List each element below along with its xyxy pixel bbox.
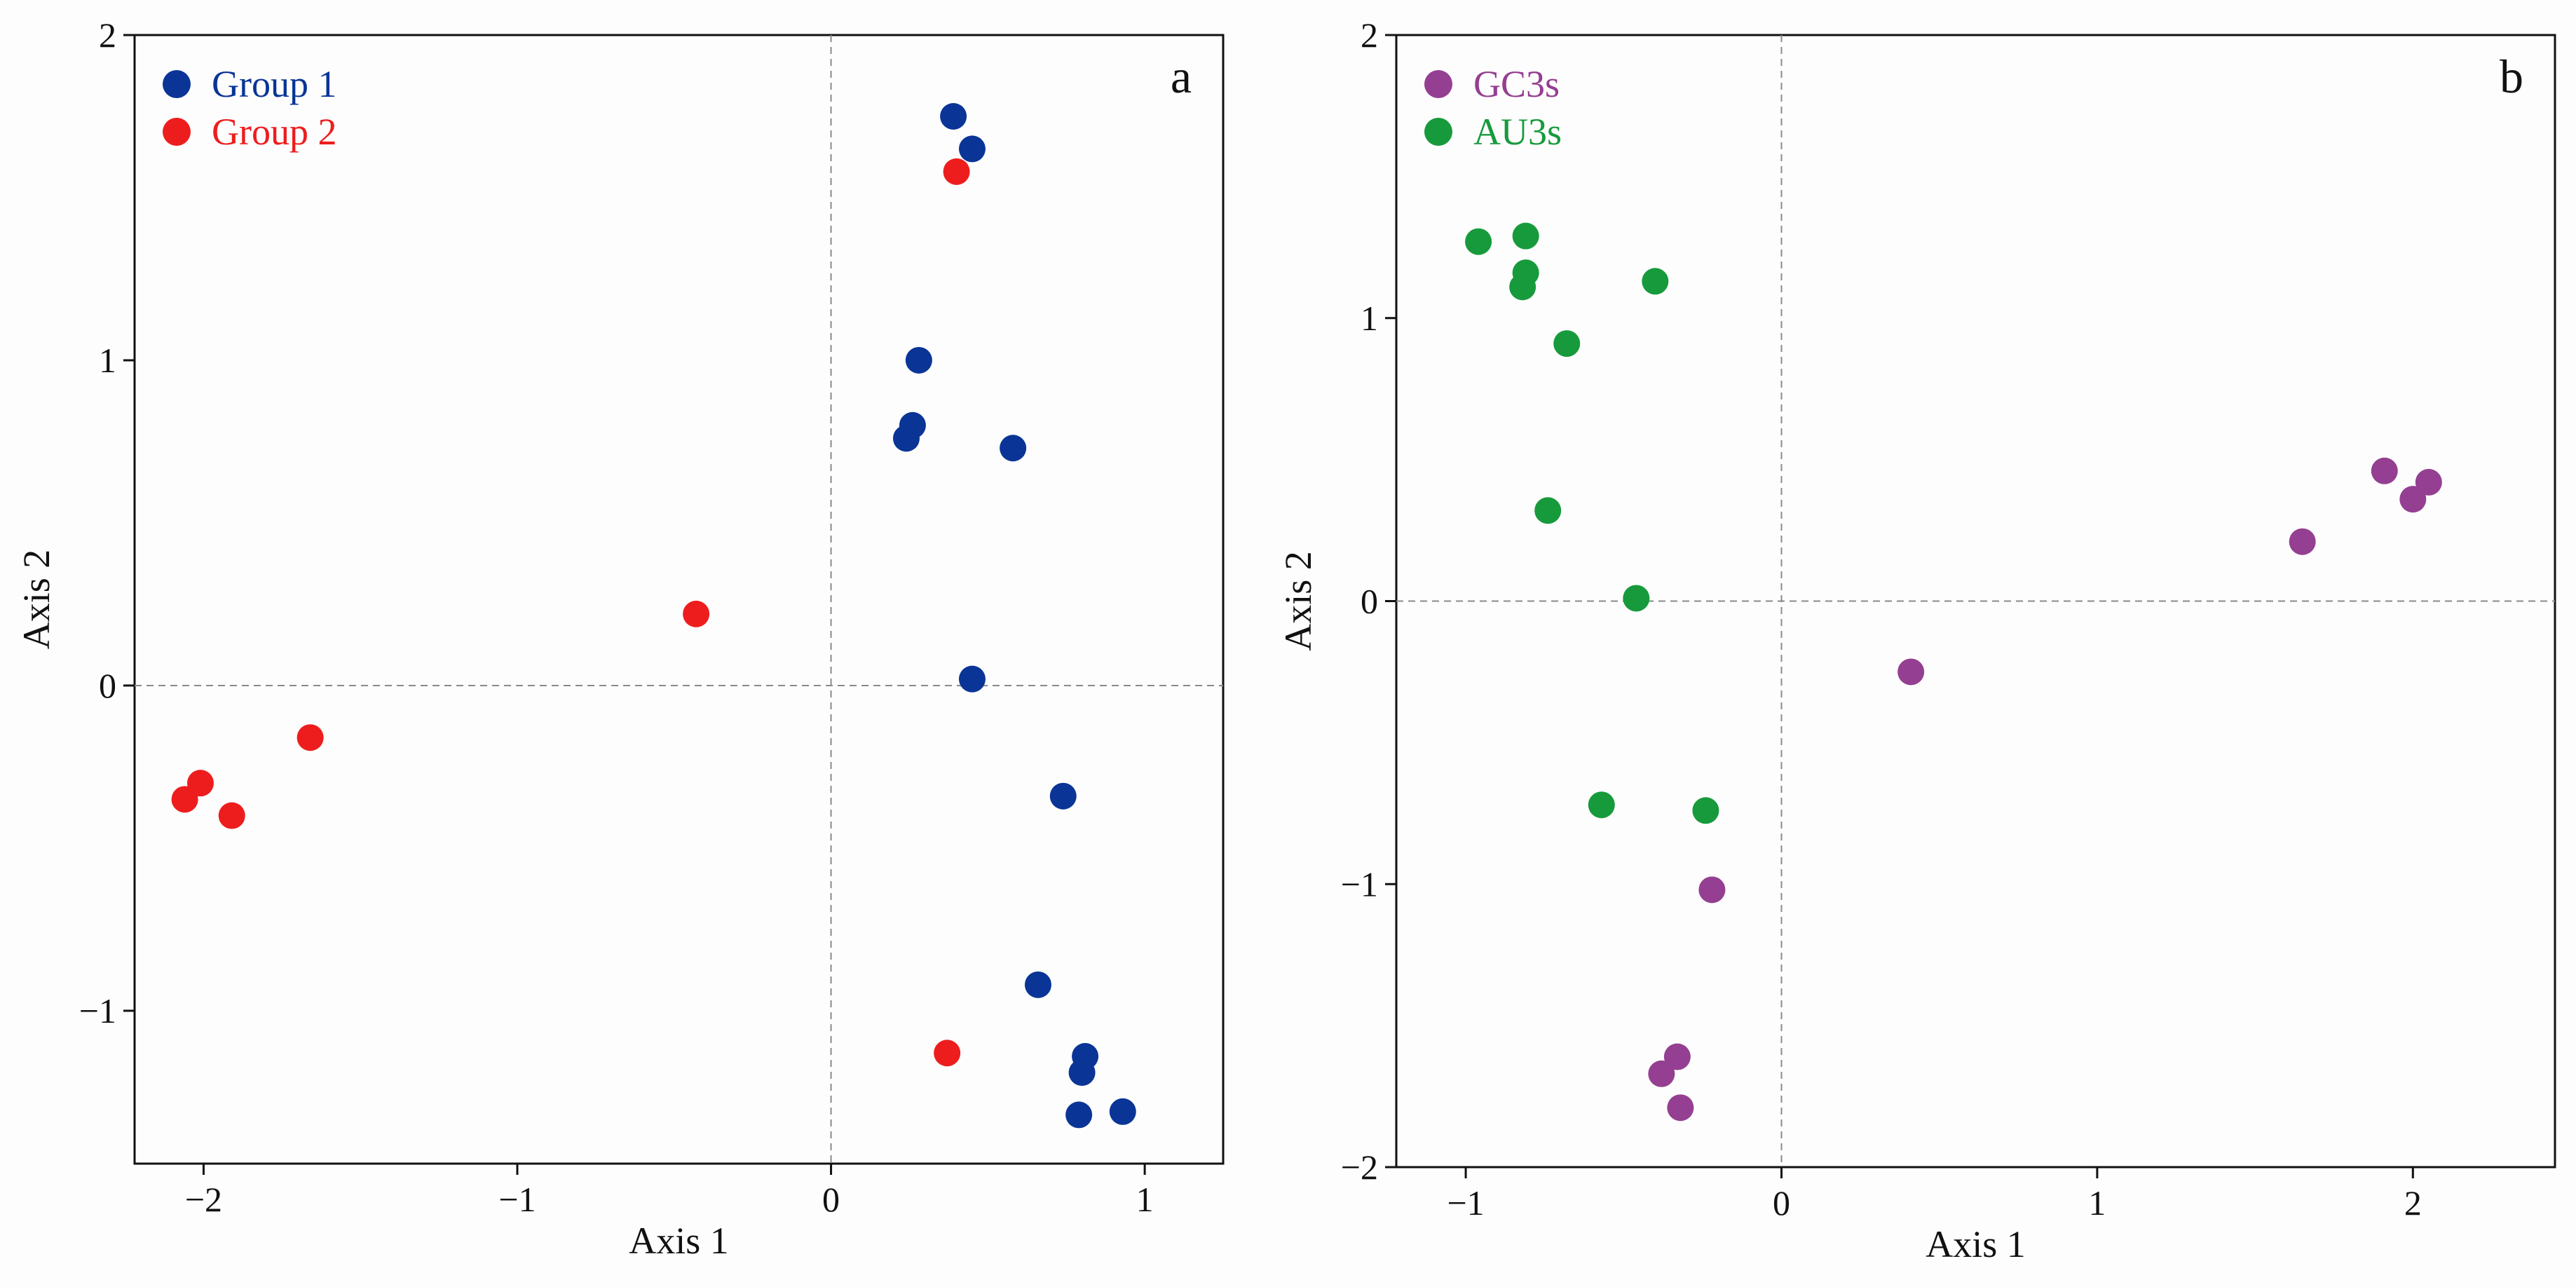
panel-b-x-axis-title: Axis 1 bbox=[1926, 1223, 2026, 1265]
panel-b-data-point bbox=[1692, 797, 1719, 824]
panel-a-y-tick-label: −1 bbox=[79, 991, 116, 1030]
panel-b-data-point bbox=[1509, 273, 1536, 301]
panel-b-data-point bbox=[1648, 1060, 1675, 1087]
panel-a-data-point bbox=[218, 802, 245, 829]
panel-b-data-point bbox=[2415, 468, 2442, 496]
panel-a-x-tick-label: −2 bbox=[185, 1180, 222, 1219]
panel-a-data-point bbox=[683, 600, 710, 627]
panel-a-data-point bbox=[940, 102, 967, 130]
panel-b-panel-letter: b bbox=[2500, 50, 2523, 103]
panel-b-legend-marker bbox=[1424, 118, 1452, 146]
panel-b-x-tick-label: 0 bbox=[1773, 1183, 1790, 1223]
panel-a-data-point bbox=[1109, 1098, 1136, 1125]
panel-b-data-point bbox=[2371, 457, 2398, 484]
panel-a-data-point bbox=[892, 425, 920, 452]
panel-b-y-tick-label: 0 bbox=[1361, 582, 1378, 621]
panel-a-legend-label: Group 2 bbox=[212, 111, 336, 153]
panel-a-x-tick-label: 1 bbox=[1136, 1180, 1154, 1219]
panel-b-y-tick-label: −1 bbox=[1341, 864, 1378, 904]
panel-a-legend-marker bbox=[163, 118, 191, 146]
panel-b-x-tick-label: 2 bbox=[2404, 1183, 2422, 1223]
panel-b-legend-label: AU3s bbox=[1473, 111, 1562, 153]
panel-b-data-point bbox=[1512, 222, 1539, 250]
panel-b-y-tick-label: 2 bbox=[1361, 15, 1378, 55]
panel-b-legend-label: GC3s bbox=[1473, 63, 1560, 105]
panel-a-data-point bbox=[1000, 435, 1027, 462]
panel-b-x-tick-label: 1 bbox=[2088, 1183, 2106, 1223]
panel-b-data-point bbox=[1897, 658, 1925, 686]
panel-a-data-point bbox=[171, 786, 198, 813]
panel-a-data-point bbox=[1065, 1101, 1093, 1129]
panel-a-legend-label: Group 1 bbox=[212, 63, 336, 105]
panel-a-panel-letter: a bbox=[1171, 50, 1192, 103]
panel-b-data-point bbox=[1663, 1043, 1691, 1070]
panel-b-data-point bbox=[1623, 585, 1650, 612]
panel-a-x-tick-label: −1 bbox=[498, 1180, 536, 1219]
panel-b-data-point bbox=[1553, 330, 1581, 358]
panel-a-plot-frame bbox=[133, 34, 1225, 1165]
panel-b-legend-marker bbox=[1424, 70, 1452, 98]
panel-a-y-tick-label: 1 bbox=[99, 341, 116, 380]
panel-b-data-point bbox=[1698, 876, 1726, 904]
panel-b-data-point bbox=[2399, 486, 2427, 513]
panel-a-y-tick-label: 2 bbox=[99, 15, 116, 55]
panel-b-data-point bbox=[1667, 1094, 1694, 1122]
panel-a-data-point bbox=[943, 158, 970, 185]
panel-b-x-tick-label: −1 bbox=[1447, 1183, 1484, 1223]
panel-a-data-point bbox=[1049, 782, 1077, 810]
panel-b-y-tick-label: 1 bbox=[1361, 299, 1378, 338]
panel-b-y-tick-label: −2 bbox=[1341, 1148, 1378, 1187]
panel-a-legend-marker bbox=[163, 70, 191, 98]
panel-a-x-tick-label: 0 bbox=[822, 1180, 840, 1219]
panel-a-data-point bbox=[958, 665, 986, 693]
panel-a-data-point bbox=[1068, 1059, 1096, 1087]
panel-a-y-axis-title: Axis 2 bbox=[15, 550, 57, 650]
panel-b-data-point bbox=[1465, 228, 1492, 255]
panel-a-data-point bbox=[958, 135, 986, 163]
panel-a-y-tick-label: 0 bbox=[99, 666, 116, 705]
panel-b-data-point bbox=[1588, 791, 1615, 819]
panel-a-data-point bbox=[905, 346, 932, 374]
panel-b-data-point bbox=[2289, 528, 2316, 555]
panel-a-data-point bbox=[1024, 971, 1051, 998]
panel-a-scatter-chart: −2 −1 0 1 −1 0 1 2 Axis 1 Axis 2 a Group 1 Group 2 bbox=[15, 15, 1225, 1262]
panel-a-data-point bbox=[297, 724, 324, 751]
panel-b-y-axis-title: Axis 2 bbox=[1277, 551, 1319, 651]
panel-a-x-axis-title: Axis 1 bbox=[629, 1220, 729, 1262]
panel-b-data-point bbox=[1534, 497, 1562, 524]
panel-b-scatter-chart: −1 0 1 2 −2 −1 0 1 2 Axis 1 Axis 2 b GC3s AU3s bbox=[1277, 15, 2556, 1265]
panel-b-data-point bbox=[1642, 268, 1669, 295]
panel-a-data-point bbox=[934, 1040, 961, 1067]
